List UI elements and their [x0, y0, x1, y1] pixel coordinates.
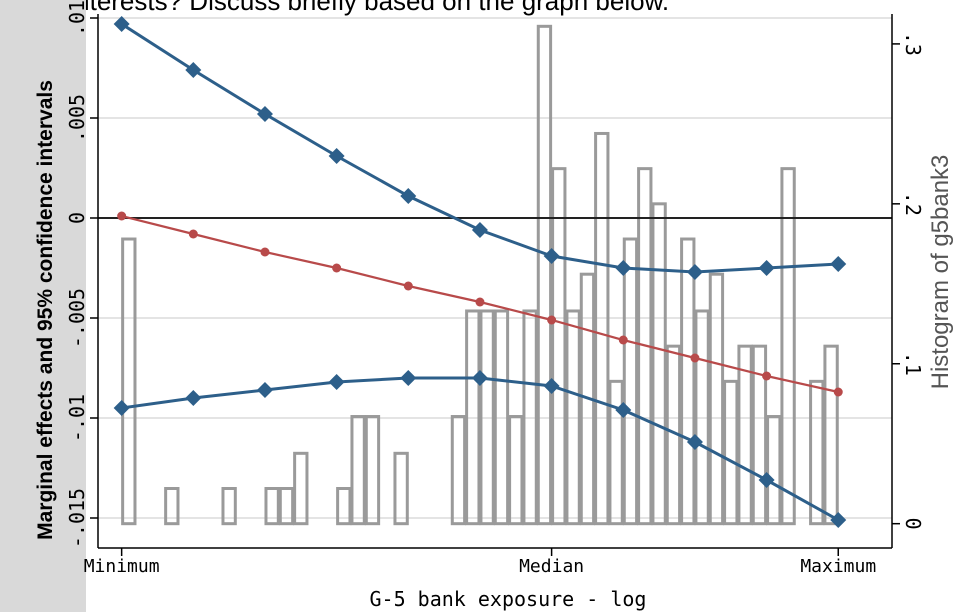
- effect-point: [618, 335, 628, 345]
- upper-ci-point: [830, 256, 847, 272]
- y-tick-label: -.005: [65, 288, 89, 348]
- upper-ci-point: [328, 148, 345, 164]
- histogram-bar: [121, 237, 137, 526]
- histogram-bar: [809, 379, 825, 526]
- y2-axis-label: Histogram of g5bank3: [927, 155, 954, 390]
- upper-ci-point: [758, 260, 775, 276]
- series-layer: [113, 16, 847, 528]
- histogram-bar: [364, 415, 381, 526]
- y-tick-label: 0: [65, 212, 89, 224]
- upper-ci-point: [543, 248, 560, 264]
- histogram-bar: [551, 167, 567, 526]
- histogram-bar: [293, 451, 309, 526]
- effect-point: [547, 315, 557, 325]
- histogram-bar: [336, 486, 352, 526]
- axes-layer: -.015 -.01 -.005 0 .005 .01 0 .1 .2 .3 Minimum Medi…: [65, 0, 925, 577]
- lower-ci-point: [758, 472, 775, 488]
- upper-ci-point: [113, 16, 130, 32]
- effect-point: [762, 371, 772, 381]
- histogram-bar: [164, 486, 180, 526]
- y-tick-label: -.01: [65, 394, 89, 442]
- y2-tick-label: .3: [901, 32, 925, 56]
- effect-point: [833, 387, 843, 397]
- lower-ci-point: [471, 370, 488, 386]
- effect-point: [690, 353, 700, 363]
- histogram-bar: [608, 379, 624, 526]
- y2-tick-label: .2: [901, 192, 925, 216]
- effect-point: [332, 263, 342, 273]
- histogram-bar: [278, 486, 295, 526]
- histogram-bar: [479, 309, 495, 526]
- histogram-bar: [622, 237, 639, 526]
- upper-ci-point: [185, 62, 202, 78]
- histogram-bar: [264, 486, 280, 526]
- histogram-bar: [594, 131, 610, 526]
- histogram-bar: [780, 167, 796, 526]
- effect-point: [188, 229, 198, 239]
- histogram-bar: [393, 451, 409, 526]
- lower-ci-point: [328, 374, 345, 390]
- histogram-bar: [221, 486, 237, 526]
- histogram-bar: [565, 309, 581, 526]
- lower-ci-point: [830, 512, 847, 528]
- upper-ci-point: [471, 222, 488, 238]
- effect-point: [260, 247, 270, 257]
- x-tick-label: Maximum: [800, 556, 876, 577]
- lower-ci-point: [686, 434, 703, 450]
- lower-ci-point: [256, 382, 273, 398]
- lower-ci-point: [400, 370, 417, 386]
- effect-point: [475, 297, 485, 307]
- histogram-bar: [708, 272, 725, 526]
- y-tick-label: .005: [65, 94, 89, 142]
- histogram-bar: [694, 309, 710, 526]
- effect-point: [117, 211, 127, 221]
- histogram-bar: [450, 415, 467, 526]
- histogram-bar: [751, 344, 768, 526]
- lower-ci-point: [185, 390, 202, 406]
- upper-ci-point: [686, 264, 703, 280]
- histogram-bar: [766, 415, 782, 526]
- upper-ci-point: [400, 188, 417, 204]
- histogram-layer: [121, 24, 839, 526]
- histogram-bar: [508, 415, 524, 526]
- histogram-bar: [350, 415, 366, 526]
- upper-ci-point: [256, 106, 273, 122]
- y2-tick-label: .1: [901, 352, 925, 376]
- y2-tick-label: 0: [901, 518, 925, 530]
- left-label-panel: [0, 0, 86, 612]
- lower-ci-point: [543, 378, 560, 394]
- x-tick-label: Median: [519, 556, 584, 577]
- x-tick-label: Minimum: [84, 556, 160, 577]
- histogram-bar: [737, 344, 753, 526]
- histogram-bar: [723, 379, 739, 526]
- y-axis-label: Marginal effects and 95% confidence inte…: [34, 80, 57, 540]
- lower-ci-point: [113, 400, 130, 416]
- histogram-bar: [465, 309, 481, 526]
- histogram-bar: [680, 237, 696, 526]
- x-axis-label: G-5 bank exposure - log: [370, 587, 647, 611]
- question-text: ercial interests? Discuss briefly based …: [0, 0, 670, 16]
- y-tick-label: -.015: [65, 488, 89, 548]
- effect-point: [403, 281, 413, 291]
- histogram-bar: [536, 24, 553, 526]
- histogram-bar: [493, 309, 510, 526]
- upper-ci-point: [615, 260, 632, 276]
- histogram-bar: [651, 202, 667, 526]
- histogram-bar: [522, 309, 538, 526]
- lower-ci-point: [615, 402, 632, 418]
- histogram-bar: [823, 344, 839, 526]
- y-tick-label: .01: [65, 0, 89, 36]
